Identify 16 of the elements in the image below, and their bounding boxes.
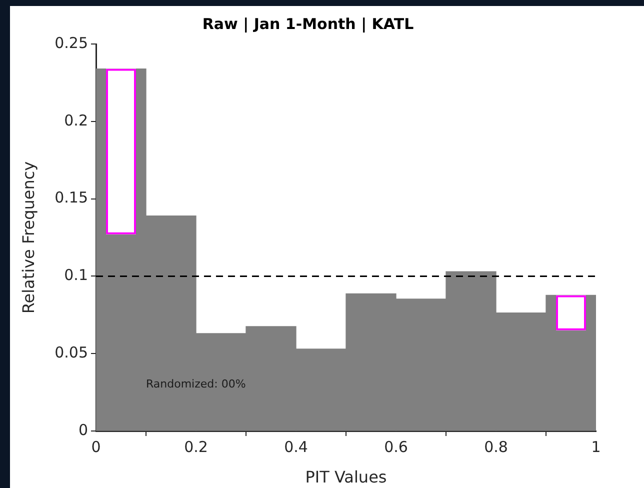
y-tick-label: 0: [78, 420, 88, 439]
y-tick-label: 0.2: [64, 111, 88, 130]
x-tick-label: 1: [591, 438, 601, 456]
x-tick-label: 0.2: [184, 438, 208, 456]
x-axis-title: PIT Values: [305, 468, 387, 487]
chart-title: Raw | Jan 1-Month | KATL: [202, 14, 414, 33]
x-tick-label: 0.8: [484, 438, 508, 456]
y-tick-label: 0.1: [64, 266, 88, 284]
x-tick-label: 0: [91, 438, 101, 456]
annotation: Randomized: 00%: [146, 377, 246, 390]
x-tick-label: 0.4: [284, 438, 308, 456]
y-axis-title: Relative Frequency: [18, 161, 38, 314]
y-tick-label: 0.25: [54, 34, 88, 52]
x-tick-label: 0.6: [384, 438, 408, 456]
y-tick-label: 0.15: [54, 188, 88, 207]
y-tick-label: 0.05: [54, 343, 88, 362]
